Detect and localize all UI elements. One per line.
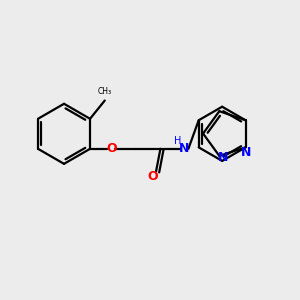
Text: O: O [106,142,116,155]
Text: N: N [240,146,251,159]
Text: N: N [179,142,190,155]
Text: H: H [174,136,182,146]
Text: O: O [147,170,158,183]
Text: CH₃: CH₃ [98,87,112,96]
Text: N: N [218,151,228,164]
